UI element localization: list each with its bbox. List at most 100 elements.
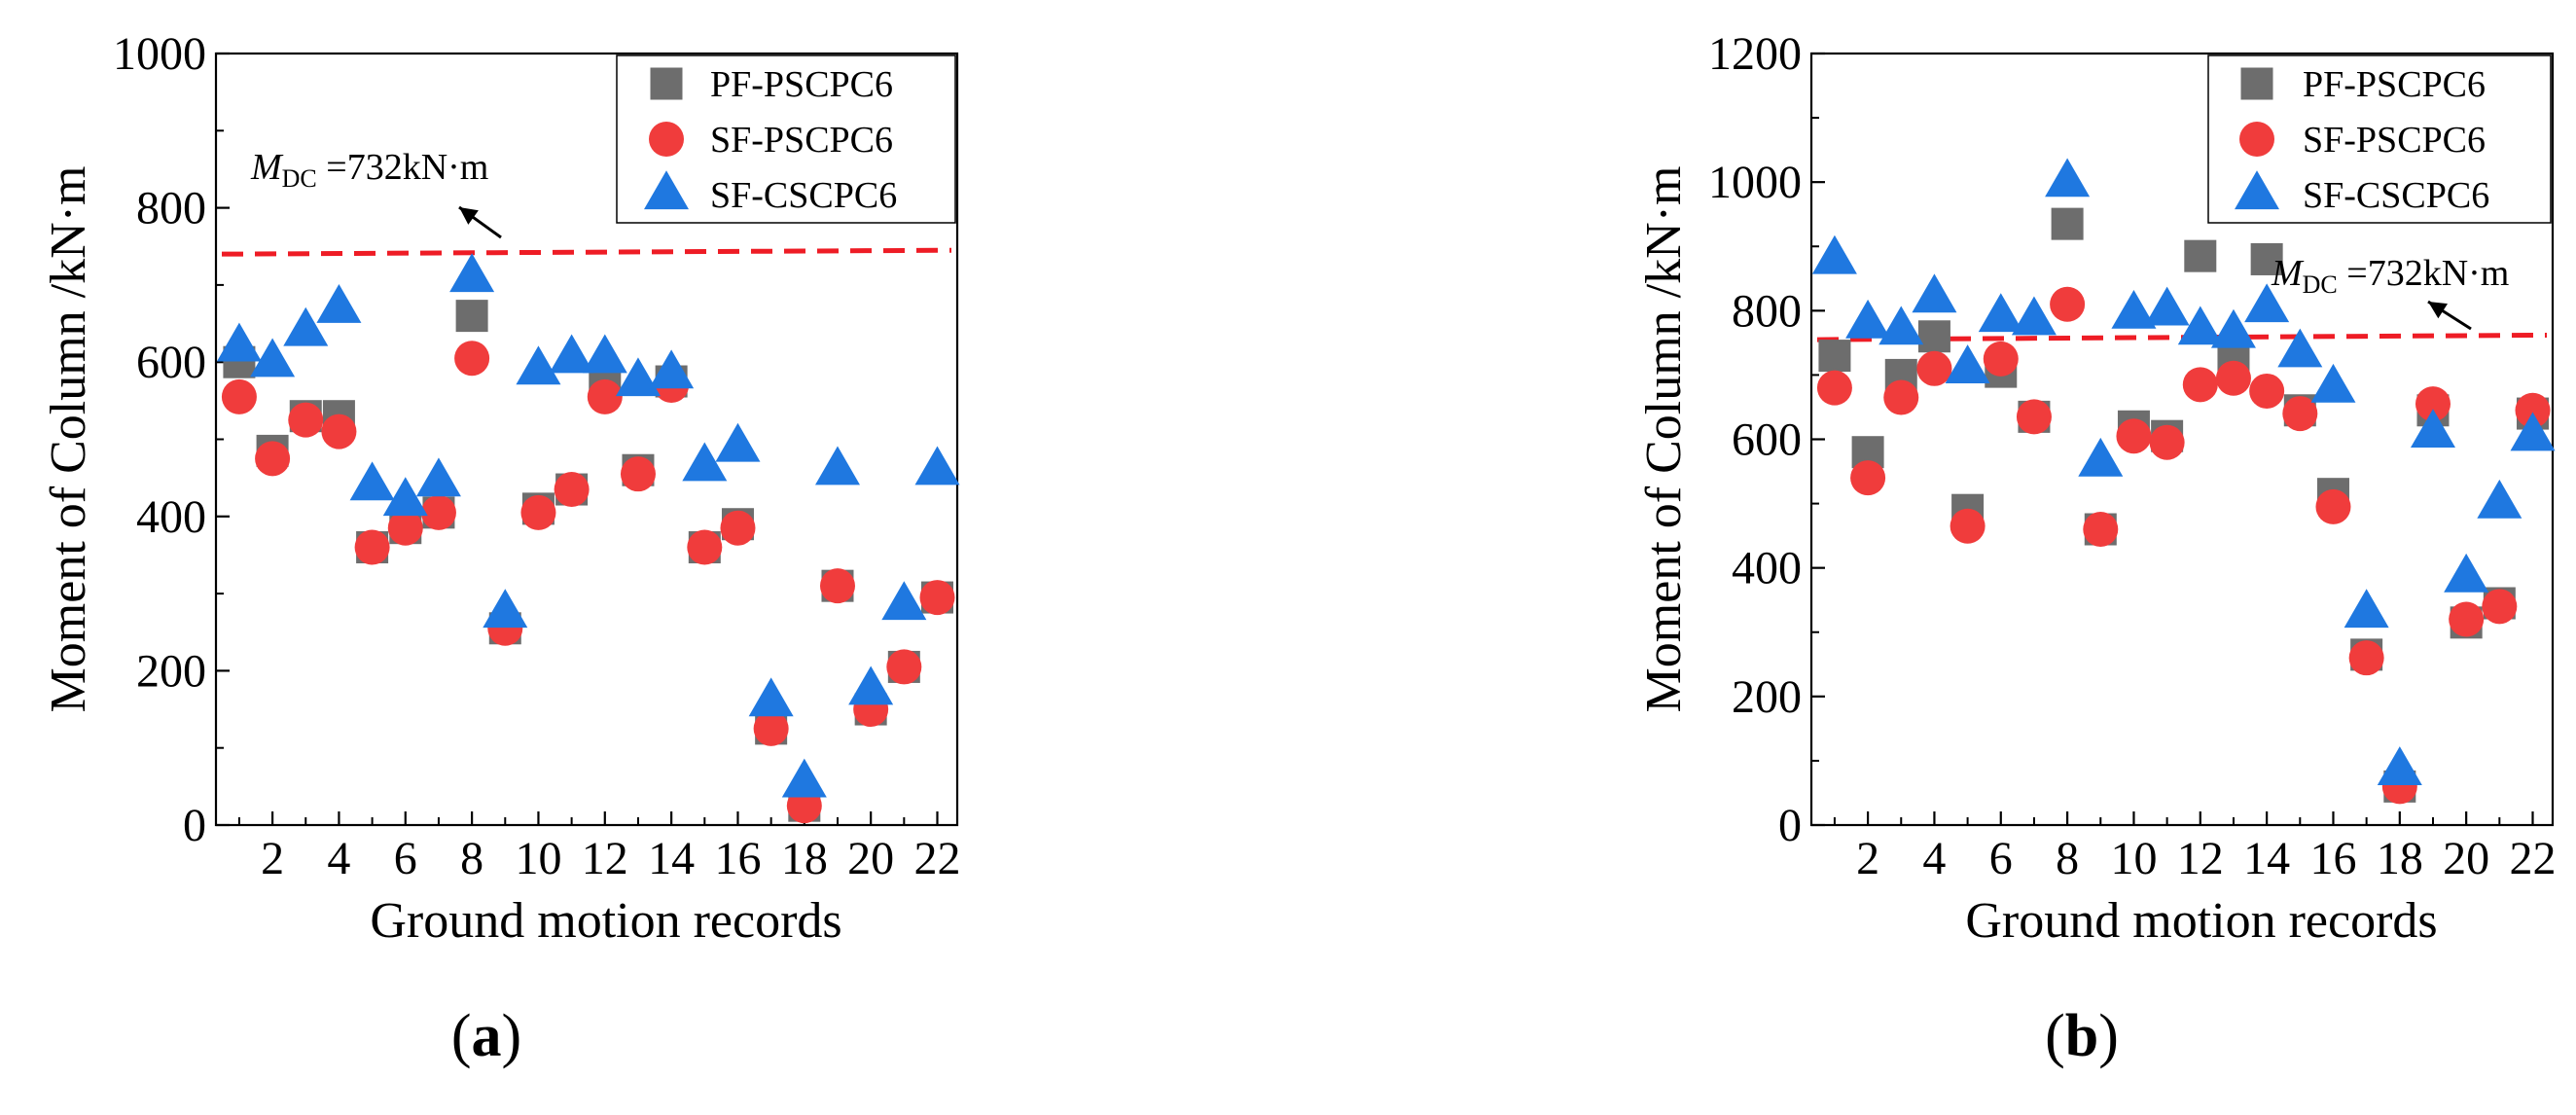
panel-b-point-circle [1950, 508, 1986, 544]
panel-a-x-tick-label: 22 [913, 833, 960, 884]
panel-b-point-triangle [2045, 158, 2091, 198]
panel-a-x-tick-label: 20 [847, 833, 894, 884]
panel-b-point-circle [2215, 360, 2251, 396]
panel-b-point-circle [2249, 373, 2285, 409]
panel-b-y-tick-label: 600 [1732, 414, 1802, 466]
panel-a-point-triangle [549, 334, 594, 374]
panel-b-point-triangle [2410, 409, 2455, 449]
panel-b-point-triangle [2078, 437, 2124, 477]
panel-a-x-tick-label: 18 [781, 833, 828, 884]
panel-a-point-triangle [615, 357, 661, 397]
panel-a-y-tick-label: 0 [183, 800, 206, 851]
panel-a-legend-label: SF-CSCPC6 [710, 175, 897, 216]
panel-b-point-square [2184, 239, 2217, 272]
panel-a-y-axis-title: Moment of Column /kN·m [41, 166, 96, 713]
panel-a-point-triangle [715, 422, 761, 462]
panel-a-point-circle [321, 414, 357, 450]
panel-b-chart: 0 200 400 600 800 1000 1200 2 4 6 8 10 12 14 16 18 20 22 G… [1636, 28, 2556, 949]
panel-b-point-circle [2116, 418, 2152, 454]
panel-a-y-tick-label: 200 [136, 645, 206, 697]
panel-b-point-triangle [2343, 589, 2389, 629]
panel-a-legend-marker-square [650, 67, 683, 100]
panel-a-point-triangle [250, 338, 296, 378]
panel-b-point-square [1818, 340, 1851, 373]
panel-b-y-axis-title: Moment of Column /kN·m [1636, 166, 1692, 713]
panel-b-legend-marker-square [2240, 67, 2273, 100]
panel-b-point-triangle [2011, 296, 2057, 336]
panel-a-point-circle [687, 529, 723, 565]
panel-a-point-circle [587, 378, 623, 414]
panel-a-point-triangle [781, 758, 827, 798]
panel-b-label: (b) [2045, 1003, 2119, 1069]
panel-b-point-triangle [2210, 308, 2256, 348]
panel-b-x-tick-label: 16 [2309, 833, 2356, 884]
panel-b-point-triangle [1845, 299, 1891, 339]
panel-a-point-circle [420, 494, 456, 530]
panel-b-x-tick-label: 14 [2243, 833, 2290, 884]
panel-a-point-circle [255, 441, 291, 477]
panel-a-x-tick-label: 2 [261, 833, 284, 884]
panel-a-point-circle [620, 456, 656, 492]
panel-a-point-triangle [748, 677, 794, 717]
panel-b-reference-line [1816, 332, 2548, 342]
panel-a-y-tick-label: 600 [136, 337, 206, 388]
panel-a-point-square [455, 300, 488, 333]
panel-b-point-triangle [2477, 479, 2522, 519]
panel-a-point-triangle [349, 461, 395, 501]
panel-b-y-tick-label: 1200 [1708, 28, 1802, 80]
panel-b-point-circle [2083, 512, 2119, 548]
panel-a-point-circle [221, 378, 257, 414]
panel-a-point-triangle [814, 446, 860, 486]
panel-a-point-triangle [449, 253, 495, 293]
panel-b-y-tick-label: 200 [1732, 671, 1802, 723]
panel-a-reference-label: MDC =732kN·m [250, 147, 488, 193]
panel-b-y-tick-label: 1000 [1708, 157, 1802, 208]
panel-a-point-triangle [316, 283, 362, 323]
panel-a-x-tick-label: 4 [327, 833, 350, 884]
panel-b-point-triangle [1978, 293, 2023, 333]
panel-a-legend: PF-PSCPC6 SF-PSCPC6 SF-CSCPC6 [616, 54, 956, 224]
panel-a-legend-marker-circle [649, 122, 684, 157]
panel-a-y-tick-label: 800 [136, 183, 206, 234]
panel-a-label: (a) [451, 1003, 521, 1069]
panel-a-point-triangle [848, 665, 894, 705]
panel-b-series-SF-CSCPC6 [1811, 158, 2556, 785]
panel-a-reference-line [221, 247, 952, 257]
panel-a-chart: 0 200 400 600 800 1000 2 4 6 8 10 12 14 16 18 20 22 Groun… [41, 28, 960, 949]
panel-b-point-triangle [2144, 286, 2190, 326]
panel-b-point-triangle [1878, 306, 1924, 345]
panel-b-point-circle [2315, 488, 2351, 524]
panel-b-point-triangle [1945, 344, 1990, 383]
panel-a-legend-label: SF-PSCPC6 [710, 120, 893, 161]
panel-b-legend-label: SF-PSCPC6 [2303, 120, 2486, 161]
panel-b-point-circle [1916, 350, 1952, 386]
panel-b-point-circle [1983, 341, 2019, 377]
panel-a-point-triangle [582, 334, 627, 374]
panel-b-x-tick-label: 2 [1856, 833, 1879, 884]
panel-a-point-triangle [914, 446, 960, 486]
panel-a-point-triangle [483, 589, 528, 629]
panel-a-point-circle [819, 568, 855, 604]
panel-b-point-circle [2282, 396, 2318, 432]
panel-b-point-circle [2050, 286, 2086, 322]
panel-b-point-triangle [2277, 328, 2323, 368]
panel-a-point-triangle [415, 457, 461, 497]
panel-a-point-triangle [216, 322, 262, 362]
panel-b-point-circle [2415, 386, 2451, 422]
panel-b-point-circle [2016, 399, 2052, 435]
panel-a-x-tick-label: 14 [648, 833, 695, 884]
panel-a-point-triangle [682, 442, 728, 482]
panel-b-y-tick-label: 400 [1732, 543, 1802, 594]
panel-a-x-tick-label: 10 [515, 833, 561, 884]
panel-a-series-PF-PSCPC6 [223, 300, 953, 822]
panel-a-legend-marker-triangle [644, 170, 689, 210]
panel-a-point-triangle [881, 581, 927, 621]
panel-b-x-tick-label: 4 [1922, 833, 1946, 884]
panel-b-point-triangle [1811, 234, 1857, 274]
panel-b-legend: PF-PSCPC6 SF-PSCPC6 SF-CSCPC6 [2207, 54, 2552, 224]
panel-b-point-circle [2449, 601, 2485, 637]
panel-a-point-circle [720, 510, 756, 546]
panel-b-point-circle [1850, 460, 1886, 496]
panel-b-series-SF-PSCPC6 [1816, 286, 2551, 805]
